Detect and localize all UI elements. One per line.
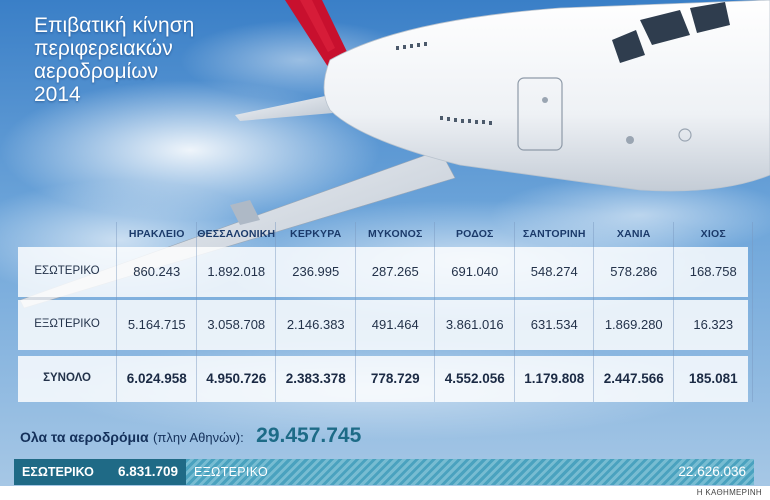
table-cell: 691.040	[451, 264, 499, 279]
title-line-1: Επιβατική κίνηση	[34, 14, 195, 37]
column-divider	[116, 222, 117, 402]
column-divider	[195, 222, 197, 402]
table-cell: 5.164.715	[127, 317, 186, 332]
row-label: ΕΣΩΤΕΡΙΚΟ	[34, 265, 100, 277]
column-header: ΜΥΚΟΝΟΣ	[368, 228, 423, 240]
table-cell: 6.024.958	[126, 371, 187, 386]
table-cell: 2.447.566	[603, 371, 664, 386]
column-divider	[275, 222, 276, 402]
table-cell: 578.286	[610, 264, 658, 279]
table-cell: 2.383.378	[285, 371, 346, 386]
table-cell: 491.464	[371, 317, 419, 332]
foreign-bar-value: 22.626.036	[678, 464, 746, 479]
column-divider	[672, 222, 674, 402]
column-divider	[593, 222, 594, 402]
total-label: Ολα τα αεροδρόμια	[20, 429, 149, 445]
table-cell: 778.729	[370, 371, 420, 386]
row-label: ΣΥΝΟΛΟ	[43, 372, 91, 384]
table-cell: 1.892.018	[207, 264, 266, 279]
chart-title: Επιβατική κίνηση περιφερειακών αεροδρομί…	[34, 14, 274, 106]
row-label: ΕΞΩΤΕΡΙΚΟ	[34, 318, 100, 330]
total-sublabel: (πλην Αθηνών):	[153, 430, 244, 445]
table-cell: 2.146.383	[286, 317, 345, 332]
column-header: ΘΕΣΣΑΛΟΝΙΚΗ	[197, 228, 276, 240]
title-line-4: 2014	[34, 83, 81, 106]
table-cell: 1.179.808	[524, 371, 585, 386]
column-header: ΡΟΔΟΣ	[455, 228, 494, 240]
table-cell: 1.869.280	[604, 317, 663, 332]
table-cell: 3.058.708	[207, 317, 266, 332]
table-cell: 3.861.016	[445, 317, 504, 332]
column-divider	[354, 222, 356, 402]
column-divider	[513, 222, 515, 402]
total-value: 29.457.745	[256, 424, 362, 447]
table-row-background	[18, 356, 748, 402]
table-cell: 860.243	[133, 264, 181, 279]
column-header: ΚΕΡΚΥΡΑ	[290, 228, 342, 240]
table-row-background	[18, 247, 748, 297]
table-cell: 4.950.726	[206, 371, 267, 386]
domestic-bar	[14, 459, 186, 485]
table-cell: 287.265	[371, 264, 419, 279]
table-cell: 185.081	[688, 371, 738, 386]
newspaper-credit: Η ΚΑΘΗΜΕΡΙΝΗ	[696, 488, 762, 497]
table-cell: 236.995	[292, 264, 340, 279]
column-header: ΣΑΝΤΟΡΙΝΗ	[522, 228, 586, 240]
column-divider	[434, 222, 435, 402]
table-cell: 631.534	[530, 317, 578, 332]
column-header: ΧΑΝΙΑ	[616, 228, 651, 240]
foreign-bar	[186, 459, 754, 485]
foreign-bar-label: ΕΞΩΤΕΡΙΚΟ	[194, 465, 268, 479]
table-row-background	[18, 300, 748, 350]
table-cell: 548.274	[530, 264, 578, 279]
table-cell: 168.758	[689, 264, 737, 279]
table-cell: 4.552.056	[444, 371, 505, 386]
column-header: ΧΙΟΣ	[700, 228, 726, 240]
table-cell: 16.323	[693, 317, 734, 332]
title-line-3: αεροδρομίων	[34, 60, 159, 83]
column-header: ΗΡΑΚΛΕΙΟ	[128, 228, 185, 240]
domestic-bar-value: 6.831.709	[118, 464, 179, 479]
all-airports-total: Ολα τα αεροδρόμια (πλην Αθηνών): 29.457.…	[20, 424, 361, 450]
domestic-bar-label: ΕΣΩΤΕΡΙΚΟ	[22, 465, 94, 479]
column-divider	[752, 222, 753, 402]
title-line-2: περιφερειακών	[34, 37, 173, 60]
